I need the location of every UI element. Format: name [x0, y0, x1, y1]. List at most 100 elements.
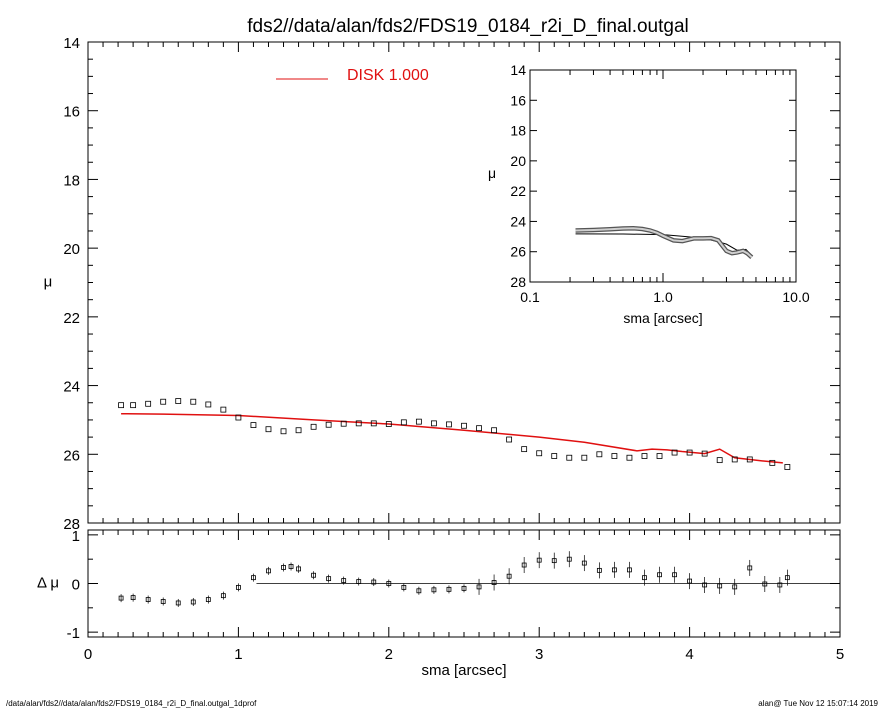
main-profile-plot: 14 16 18 20 22 24 26 28 μ DISK 1.000 [44, 35, 841, 533]
residual-point-marker [266, 568, 271, 574]
data-point-marker [325, 421, 332, 428]
inset-plot-frame [529, 69, 797, 283]
data-point-marker [491, 427, 497, 434]
data-point-marker [701, 450, 708, 457]
y-tick-label: -1 [67, 625, 80, 642]
residual-point-marker [341, 578, 347, 583]
residual-point-marker [672, 572, 677, 578]
residual-point-marker [784, 575, 790, 581]
data-point-marker [385, 421, 392, 427]
y-tick-label: 20 [510, 153, 526, 169]
residual-point-marker [235, 584, 241, 590]
residual-point-marker [536, 557, 542, 563]
data-point-marker [656, 453, 663, 459]
residual-point-marker [657, 572, 662, 578]
residual-point-marker [118, 595, 124, 601]
disk-model-line [121, 412, 783, 464]
y-tick-label: 0 [72, 577, 80, 594]
data-point-marker [310, 423, 317, 430]
x-tick-label: 5 [836, 646, 844, 663]
residual-point-marker [401, 584, 407, 590]
residual-point-marker [175, 600, 181, 606]
data-point-marker [220, 406, 227, 413]
data-point-marker [160, 398, 167, 405]
y-axis-label: Δ μ [37, 575, 59, 592]
residual-point-marker [386, 581, 392, 586]
residual-point-marker [642, 575, 647, 581]
data-point-marker [716, 457, 723, 464]
x-tick-label: 4 [685, 646, 693, 663]
inset-log-plot: 14 16 18 20 22 24 26 280.1 1.0 10.0 sma [arcsec] μ [488, 62, 810, 326]
residual-point-marker [326, 576, 332, 582]
y-tick-label: 14 [510, 62, 526, 78]
legend-label: DISK 1.000 [347, 67, 429, 84]
residual-point-marker [145, 597, 151, 602]
data-point-marker [506, 436, 513, 443]
residual-point-marker [431, 587, 437, 593]
y-tick-label: 28 [63, 516, 80, 533]
residual-point-marker [732, 584, 738, 590]
residual-point-marker [296, 566, 301, 572]
residual-point-marker [281, 565, 286, 570]
residual-point-marker [566, 556, 572, 562]
residual-point-marker [581, 560, 587, 566]
residual-point-marker [130, 595, 136, 601]
data-point-marker [205, 401, 212, 408]
y-tick-label: 18 [63, 172, 80, 189]
data-point-marker [175, 398, 182, 404]
y-tick-label: 1 [72, 528, 80, 545]
y-axis-label: μ [488, 165, 496, 181]
footer-file-path: /data/alan/fds2//data/alan/fds2/FDS19_01… [6, 699, 257, 708]
data-point-marker [145, 400, 152, 407]
residual-point-marker [521, 562, 527, 568]
data-point-marker [769, 459, 776, 466]
x-tick-label: 0.1 [520, 289, 540, 305]
data-point-marker [295, 427, 302, 434]
data-point-marker [355, 420, 362, 427]
data-point-marker [190, 398, 197, 405]
data-point-marker [686, 449, 693, 456]
residual-point-marker [762, 581, 768, 587]
inset-data-line [575, 227, 753, 259]
footer-user-timestamp: alan@ Tue Nov 12 15:07:14 2019 [758, 699, 878, 708]
data-point-marker [596, 451, 603, 458]
data-point-marker [611, 453, 618, 459]
y-tick-label: 26 [63, 447, 80, 464]
data-point-marker [731, 456, 738, 463]
data-point-marker [340, 420, 347, 427]
residual-point-marker [702, 582, 708, 588]
residual-point-marker [288, 564, 294, 569]
data-point-marker [415, 418, 422, 425]
x-tick-label: 0 [84, 646, 92, 663]
data-point-marker [250, 422, 257, 428]
data-point-marker [130, 402, 137, 409]
residual-point-marker [717, 583, 723, 589]
data-point-marker [446, 421, 452, 428]
y-tick-label: 16 [63, 104, 80, 121]
data-point-marker [581, 454, 588, 461]
data-point-marker [746, 456, 753, 463]
data-point-marker [370, 420, 377, 427]
x-tick-label: 1.0 [653, 289, 673, 305]
residual-point-marker [491, 580, 497, 585]
y-tick-label: 14 [63, 35, 80, 52]
data-point-marker [551, 453, 558, 459]
y-tick-label: 24 [63, 379, 80, 396]
data-point-marker [431, 420, 437, 427]
y-axis-label: μ [44, 274, 53, 291]
residual-point-marker [596, 567, 602, 573]
residual-point-marker [205, 597, 211, 602]
data-point-marker [235, 414, 242, 421]
x-tick-label: 1 [234, 646, 242, 663]
data-point-marker [461, 422, 467, 429]
y-tick-label: 28 [510, 274, 526, 290]
residual-point-marker [416, 588, 422, 594]
data-point-marker [626, 454, 633, 461]
residual-point-marker [476, 584, 482, 590]
x-tick-label: 10.0 [782, 289, 809, 305]
data-point-marker [784, 464, 791, 470]
residual-point-marker [371, 579, 377, 585]
data-point-marker [400, 419, 407, 426]
